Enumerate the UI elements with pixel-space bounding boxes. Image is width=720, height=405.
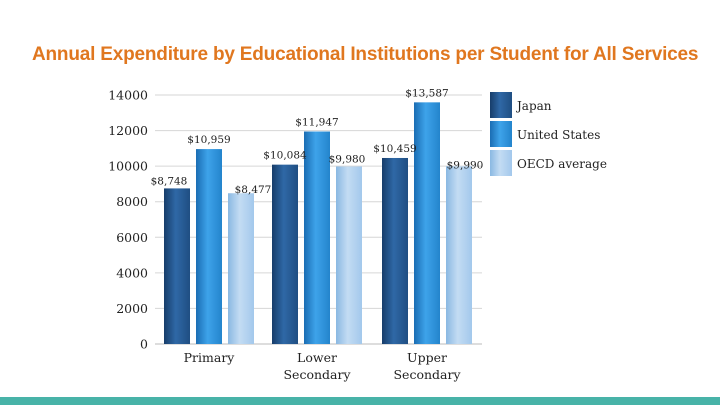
y-tick-label: 0 (140, 337, 148, 352)
data-label: $9,980 (329, 153, 366, 165)
bar-united-states (304, 131, 330, 344)
y-tick-label: 12000 (108, 123, 148, 138)
x-tick-label: Secondary (283, 367, 351, 382)
data-label: $10,959 (187, 134, 230, 146)
y-tick-label: 10000 (108, 159, 148, 174)
data-label: $10,084 (263, 150, 307, 162)
x-tick-label: Lower (297, 350, 337, 365)
legend: Japan United States OECD average (490, 92, 607, 176)
legend-label: OECD average (517, 157, 607, 171)
data-label: $13,587 (405, 87, 448, 99)
slide-title: Annual Expenditure by Educational Instit… (32, 44, 699, 65)
bar-united-states (414, 102, 440, 345)
y-tick-label: 6000 (116, 230, 148, 245)
x-tick-label: Secondary (393, 367, 461, 382)
data-labels: $8,748 $10,084 $10,459 $10,959 $11,947 $13,58… (151, 87, 484, 196)
x-tick-label: Upper (407, 350, 447, 365)
data-label: $10,459 (373, 143, 416, 155)
bars (164, 102, 472, 345)
bar-japan (164, 188, 190, 344)
bar-oecd-average (336, 166, 362, 344)
bar-japan (272, 164, 298, 344)
y-tick-label: 14000 (108, 88, 148, 103)
x-axis-ticks: Primary Lower Secondary Upper Secondary (184, 350, 462, 382)
bottom-accent-bar (0, 397, 720, 405)
data-label: $9,990 (447, 159, 484, 171)
bar-oecd-average (228, 193, 254, 344)
legend-label: United States (517, 128, 600, 142)
data-label: $11,947 (295, 117, 338, 129)
x-tick-label: Primary (184, 350, 236, 365)
legend-label: Japan (515, 99, 552, 113)
y-tick-label: 4000 (116, 265, 148, 280)
legend-swatch (490, 92, 512, 118)
data-label: $8,477 (235, 184, 272, 196)
bar-oecd-average (446, 166, 472, 344)
legend-swatch (490, 121, 512, 147)
y-tick-label: 8000 (116, 194, 148, 209)
y-axis-ticks: 0 2000 4000 6000 8000 10000 12000 14000 (108, 88, 148, 352)
bar-japan (382, 157, 408, 344)
data-label: $8,748 (151, 175, 188, 187)
y-tick-label: 2000 (116, 301, 148, 316)
legend-swatch (490, 150, 512, 176)
bar-united-states (196, 149, 222, 344)
